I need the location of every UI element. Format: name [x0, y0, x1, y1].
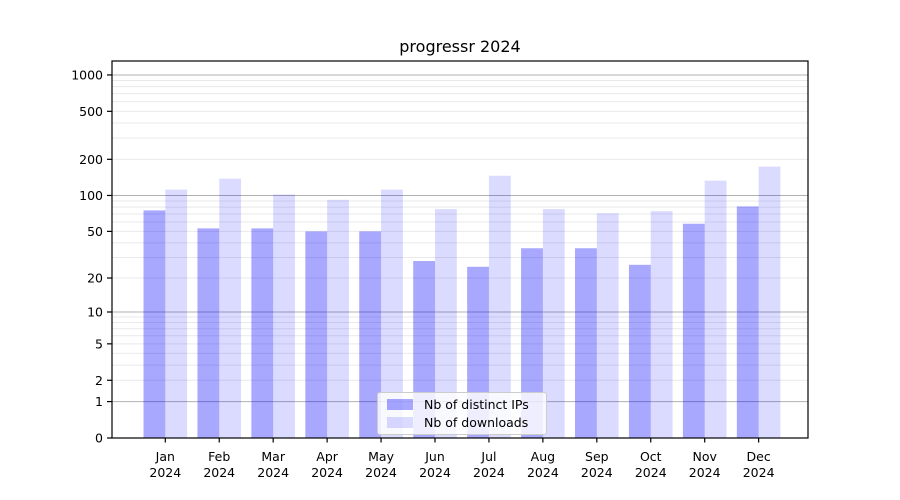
bar-downloads-oct — [650, 211, 673, 438]
y-tick-label: 0 — [95, 431, 103, 446]
bar-downloads-sep — [596, 213, 619, 438]
legend-swatch-downloads — [387, 417, 413, 428]
y-tick-label: 1 — [95, 394, 103, 409]
x-tick-label-month: Nov — [692, 449, 717, 464]
x-tick-label-year: 2024 — [203, 465, 235, 480]
bar-distinct-ips-aug — [521, 248, 543, 438]
bar-downloads-may — [381, 189, 403, 438]
x-tick-label-year: 2024 — [149, 465, 181, 480]
x-tick-label-month: Sep — [585, 449, 609, 464]
chart-legend: Nb of distinct IPs Nb of downloads — [377, 392, 547, 435]
bar-distinct-ips-feb — [197, 228, 220, 438]
bar-distinct-ips-apr — [305, 231, 328, 438]
x-tick-label-month: Aug — [531, 449, 555, 464]
bar-distinct-ips-oct — [628, 264, 651, 438]
x-tick-label-year: 2024 — [311, 465, 343, 480]
y-tick-label: 500 — [79, 104, 103, 119]
x-tick-label-month: Dec — [747, 449, 771, 464]
x-tick-label-month: Jun — [424, 449, 445, 464]
y-tick-label: 20 — [87, 271, 103, 286]
y-tick-label: 2 — [95, 373, 103, 388]
x-tick-label-month: Apr — [316, 449, 338, 464]
x-tick-label-month: Feb — [208, 449, 230, 464]
plot-border — [111, 60, 809, 439]
bar-distinct-ips-dec — [736, 206, 759, 438]
legend-label-downloads: Nb of downloads — [424, 415, 529, 430]
legend-item-downloads: Nb of downloads — [378, 415, 546, 430]
x-tick-label-month: May — [368, 449, 394, 464]
bar-downloads-nov — [704, 180, 727, 439]
y-tick-label: 100 — [79, 188, 103, 203]
x-tick-label-month: Mar — [261, 449, 285, 464]
bar-downloads-mar — [273, 194, 295, 438]
bar-distinct-ips-jan — [143, 210, 166, 438]
x-tick-label-year: 2024 — [527, 465, 559, 480]
x-tick-label-month: Jan — [155, 449, 175, 464]
bar-downloads-dec — [758, 166, 781, 438]
y-tick-label: 200 — [79, 152, 103, 167]
bar-downloads-jun — [435, 209, 457, 438]
x-tick-label-year: 2024 — [365, 465, 397, 480]
bar-downloads-aug — [542, 209, 565, 438]
bar-downloads-feb — [219, 178, 242, 439]
x-tick-label-year: 2024 — [419, 465, 451, 480]
x-tick-label-month: Jul — [480, 449, 496, 464]
bar-downloads-apr — [327, 199, 349, 438]
bar-distinct-ips-may — [359, 231, 382, 438]
legend-label-distinct-ips: Nb of distinct IPs — [424, 397, 529, 412]
y-tick-label: 1000 — [71, 67, 103, 82]
x-tick-label-month: Oct — [640, 449, 662, 464]
x-tick-label-year: 2024 — [473, 465, 505, 480]
chart-title: progressr 2024 — [399, 37, 521, 56]
bar-distinct-ips-mar — [251, 228, 274, 438]
x-tick-label-year: 2024 — [743, 465, 775, 480]
x-tick-label-year: 2024 — [635, 465, 667, 480]
y-tick-label: 5 — [95, 336, 103, 351]
bar-distinct-ips-sep — [575, 248, 597, 438]
y-tick-label: 50 — [87, 224, 103, 239]
legend-item-distinct-ips: Nb of distinct IPs — [378, 397, 546, 412]
legend-swatch-distinct-ips — [387, 399, 413, 410]
y-tick-label: 10 — [87, 304, 103, 319]
x-tick-label-year: 2024 — [689, 465, 721, 480]
bar-downloads-jan — [165, 189, 188, 438]
x-tick-label-year: 2024 — [581, 465, 613, 480]
x-tick-label-year: 2024 — [257, 465, 289, 480]
bar-distinct-ips-nov — [682, 223, 705, 438]
bar-downloads-jul — [488, 175, 511, 438]
